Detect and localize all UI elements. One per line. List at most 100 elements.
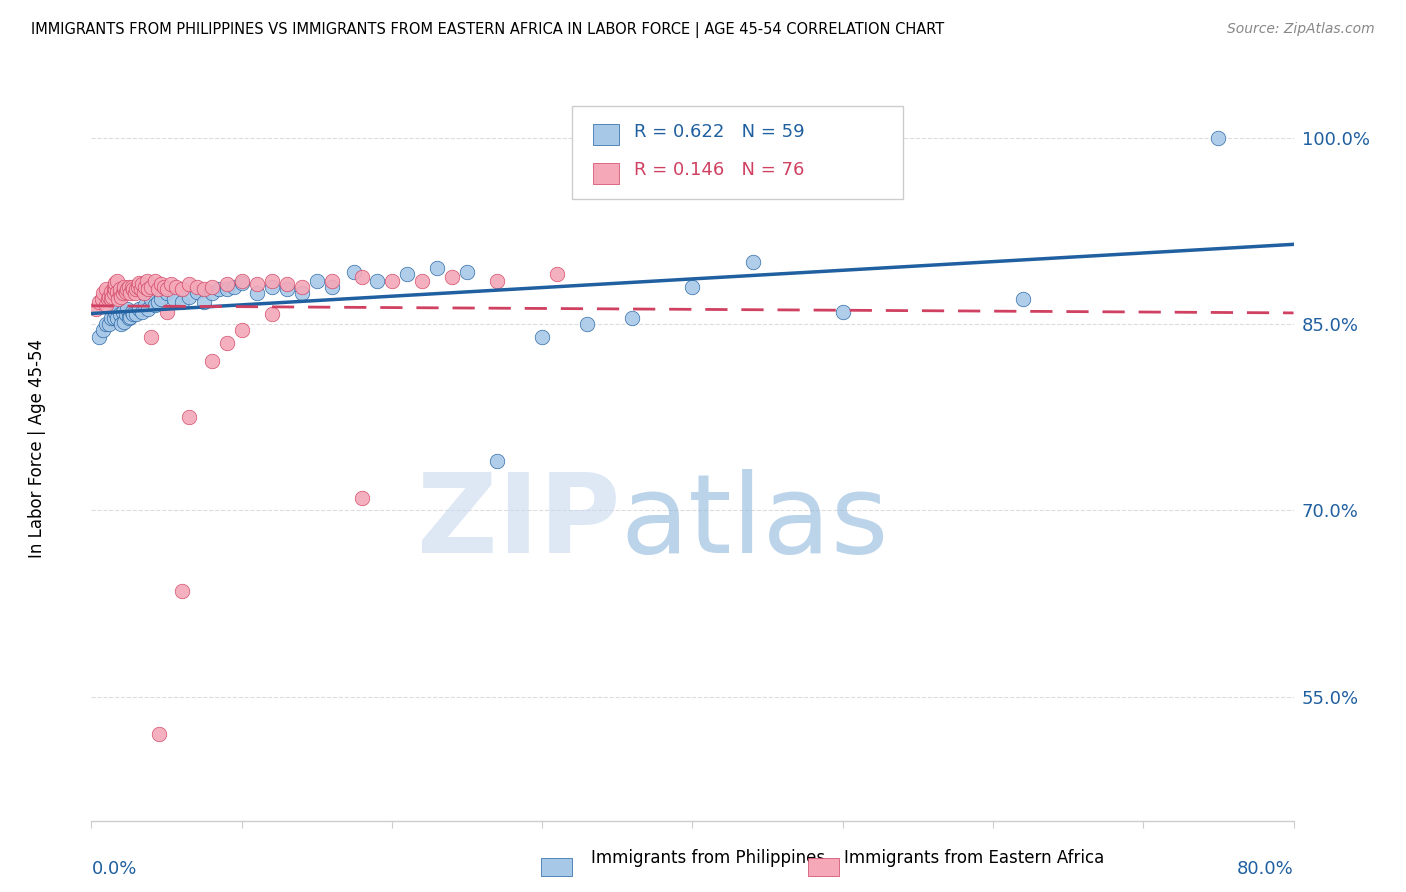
Point (456, 265, 478, 279)
Point (155, 304, 177, 318)
Point (170, 584, 193, 599)
Point (103, 310, 125, 325)
Bar (593, 124, 619, 145)
Point (276, 277, 298, 292)
Point (231, 323, 253, 337)
Point (440, 269, 463, 284)
Point (201, 354, 224, 368)
Point (138, 302, 160, 317)
Point (117, 302, 139, 317)
Text: atlas: atlas (620, 469, 889, 576)
Point (215, 277, 238, 292)
Point (831, 304, 853, 318)
Point (118, 310, 141, 325)
Point (134, 280, 156, 294)
Point (276, 282, 298, 296)
Point (136, 274, 159, 288)
Point (246, 286, 269, 301)
Point (100, 310, 122, 325)
Point (105, 285, 128, 299)
Point (576, 317, 599, 331)
Point (146, 294, 169, 309)
Point (395, 268, 418, 282)
Point (122, 282, 145, 296)
Point (111, 304, 134, 318)
Point (350, 491, 373, 505)
Text: Source: ZipAtlas.com: Source: ZipAtlas.com (1227, 22, 1375, 37)
Point (546, 268, 568, 282)
Point (381, 274, 404, 288)
Point (100, 293, 122, 307)
Point (90, 293, 112, 307)
Point (129, 282, 152, 296)
Point (486, 453, 509, 467)
Bar (593, 162, 619, 184)
Point (131, 277, 153, 292)
Point (141, 280, 163, 294)
Point (124, 286, 146, 301)
Point (305, 274, 328, 288)
Point (134, 298, 156, 312)
Point (105, 274, 128, 288)
Point (201, 286, 224, 301)
Point (104, 276, 127, 290)
Point (321, 274, 343, 288)
Point (115, 285, 138, 299)
Point (681, 280, 703, 294)
Point (121, 280, 143, 294)
Point (103, 280, 125, 294)
Point (132, 286, 155, 301)
Point (170, 294, 193, 309)
Text: Immigrants from Eastern Africa: Immigrants from Eastern Africa (844, 849, 1104, 867)
Point (125, 282, 148, 296)
Point (131, 304, 153, 318)
Point (128, 276, 150, 290)
Point (141, 329, 163, 343)
Point (127, 280, 149, 294)
Point (107, 302, 129, 317)
Point (97, 293, 120, 307)
Point (149, 293, 172, 307)
Point (215, 282, 238, 296)
Point (152, 280, 174, 294)
Point (163, 293, 186, 307)
Text: 80.0%: 80.0% (1237, 860, 1294, 878)
FancyBboxPatch shape (572, 105, 903, 199)
Point (98, 290, 121, 304)
Text: In Labor Force | Age 45-54: In Labor Force | Age 45-54 (28, 339, 46, 558)
Point (321, 280, 343, 294)
Point (165, 280, 187, 294)
Point (260, 280, 283, 294)
Point (121, 304, 143, 318)
Text: R = 0.146   N = 76: R = 0.146 N = 76 (634, 161, 804, 179)
Point (84, 302, 107, 317)
Point (160, 277, 183, 292)
Point (155, 286, 177, 301)
Point (143, 274, 166, 288)
Point (246, 277, 269, 292)
Text: ZIP: ZIP (418, 469, 620, 576)
Point (350, 269, 373, 284)
Point (104, 282, 127, 296)
Point (114, 282, 136, 296)
Point (1012, 293, 1035, 307)
Point (186, 285, 208, 299)
Point (107, 293, 129, 307)
Point (1208, 131, 1230, 145)
Point (155, 282, 177, 296)
Point (366, 274, 388, 288)
Point (114, 315, 136, 329)
Point (110, 290, 132, 304)
Point (93, 323, 115, 337)
Point (110, 317, 132, 331)
Point (87, 294, 110, 309)
Point (343, 265, 366, 279)
Point (208, 282, 231, 296)
Point (177, 290, 200, 304)
Point (186, 280, 208, 294)
Point (101, 290, 124, 304)
Point (93, 286, 115, 301)
Point (148, 727, 170, 741)
Point (224, 280, 246, 294)
Text: IMMIGRANTS FROM PHILIPPINES VS IMMIGRANTS FROM EASTERN AFRICA IN LABOR FORCE | A: IMMIGRANTS FROM PHILIPPINES VS IMMIGRANT… (31, 22, 945, 38)
